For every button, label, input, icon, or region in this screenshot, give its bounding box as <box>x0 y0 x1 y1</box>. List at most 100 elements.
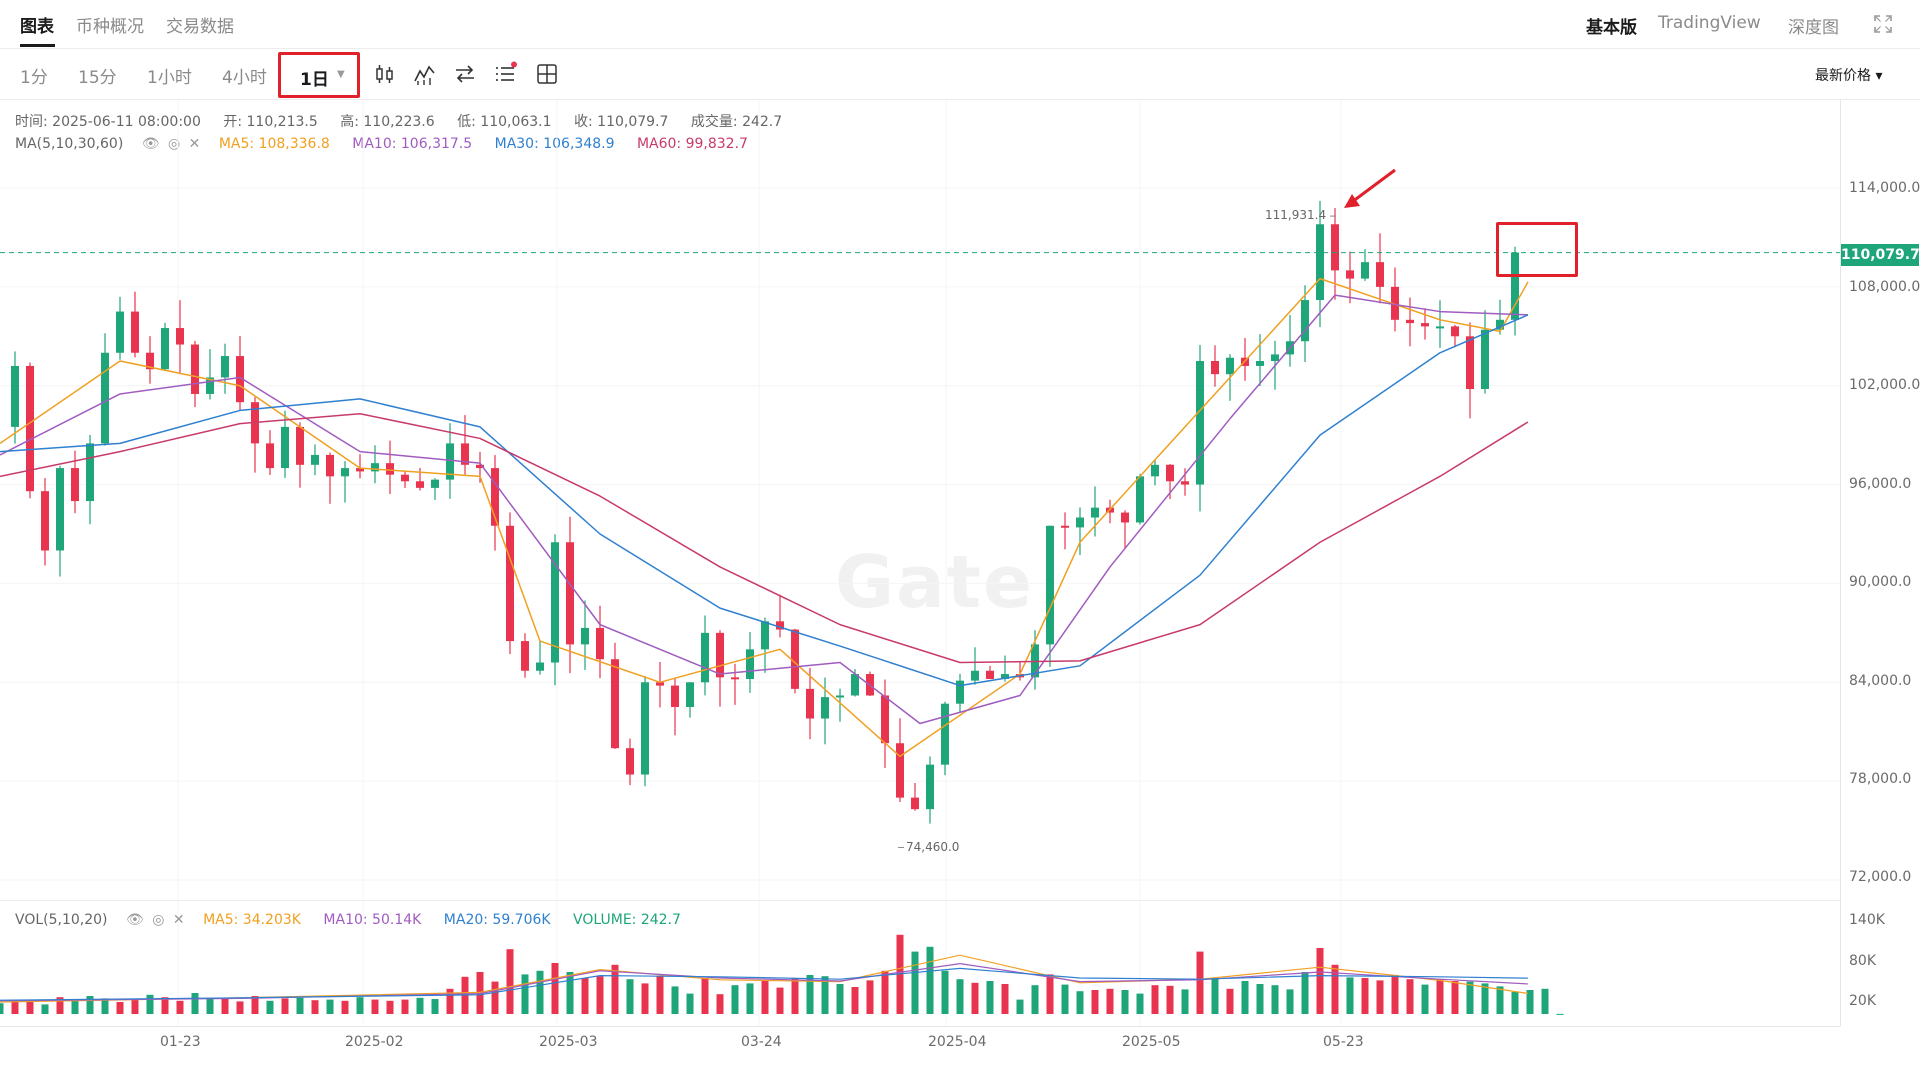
candle-body <box>776 621 784 630</box>
volume-bar <box>1031 985 1039 1014</box>
candlestick-type-icon[interactable] <box>372 61 398 87</box>
tab-chart[interactable]: 图表 <box>20 17 54 37</box>
volume-bar <box>221 998 229 1014</box>
candle-body <box>161 328 169 370</box>
volume-separator <box>0 900 1840 901</box>
version-tradingview[interactable]: TradingView <box>1658 13 1761 33</box>
ohlc-info: 时间: 2025-06-11 08:00:00 开: 110,213.5 高: … <box>15 111 782 131</box>
tab-trading-data[interactable]: 交易数据 <box>166 17 234 37</box>
time-value: 2025-06-11 08:00:00 <box>52 114 201 130</box>
volume-bar <box>386 1000 394 1014</box>
min-price-label: 74,460.0 <box>906 840 960 854</box>
candle-body <box>191 344 199 394</box>
candle-body <box>1001 674 1009 679</box>
volume-bar <box>1196 951 1204 1014</box>
volume-bar <box>356 997 364 1014</box>
candle-body <box>371 463 379 472</box>
tab-coin-overview[interactable]: 币种概况 <box>76 17 144 37</box>
candle-body <box>1406 319 1414 324</box>
fullscreen-icon[interactable] <box>1872 13 1894 35</box>
volume-bar <box>131 999 139 1014</box>
top-bar: 图表 币种概况 交易数据 基本版 TradingView 深度图 <box>0 0 1920 49</box>
candle-body <box>1451 326 1459 337</box>
volume-bar <box>686 993 694 1014</box>
volume-bar <box>1136 993 1144 1014</box>
volume-bar <box>641 983 649 1014</box>
candle-body <box>1061 525 1069 528</box>
candle-body <box>1511 252 1519 320</box>
candle-body <box>566 542 574 645</box>
candle-body <box>416 481 424 488</box>
volume-bar <box>1226 988 1234 1014</box>
volume-bar <box>1061 984 1069 1014</box>
y-tick-label: 84,000.0 <box>1849 673 1912 689</box>
candle-body <box>146 352 154 370</box>
volume-bar <box>311 1000 319 1014</box>
volume-bar <box>581 978 589 1014</box>
candle-body <box>626 748 634 775</box>
volume-bar <box>431 999 439 1014</box>
volume-bar <box>551 963 559 1014</box>
close-icon[interactable]: ✕ <box>172 912 185 928</box>
indicators-icon[interactable] <box>412 61 438 87</box>
annotation-highlight-box <box>1496 222 1578 277</box>
candle-body <box>1166 464 1174 482</box>
candle-body <box>1316 224 1324 301</box>
candle-body <box>881 695 889 744</box>
volume-bar <box>1076 991 1084 1014</box>
volume-bar <box>1361 978 1369 1014</box>
candle-body <box>1136 476 1144 523</box>
candle-body <box>896 743 904 798</box>
candle-body <box>236 356 244 403</box>
compare-swap-icon[interactable] <box>452 61 478 87</box>
template-icon[interactable] <box>534 61 560 87</box>
volume-ma5-line <box>0 954 1529 1003</box>
price-type-dropdown[interactable]: 最新价格 ▾ <box>1815 68 1883 84</box>
volume-bar <box>596 976 604 1014</box>
volume-bar <box>1436 979 1444 1014</box>
candle-body <box>761 621 769 650</box>
candle-body <box>266 443 274 469</box>
candle-body <box>1256 361 1264 366</box>
ma30-line <box>0 314 1529 687</box>
volume-bar <box>926 946 934 1014</box>
interval-1h[interactable]: 1小时 <box>147 68 192 88</box>
eye-icon[interactable]: 👁 <box>125 912 144 928</box>
interval-1d-dropdown[interactable]: 1日 ▼ <box>278 52 360 98</box>
version-depth-chart[interactable]: 深度图 <box>1788 18 1839 38</box>
settings-list-icon[interactable] <box>492 61 518 87</box>
candle-body <box>446 443 454 480</box>
watermark-logo: Gate <box>835 540 1034 624</box>
volume-bar <box>1331 964 1339 1014</box>
volume-bar <box>1166 985 1174 1014</box>
volume-bar <box>971 982 979 1014</box>
interval-4h[interactable]: 4小时 <box>222 68 267 88</box>
volume-bar <box>71 1000 79 1014</box>
volume-bar <box>821 976 829 1014</box>
candle-body <box>641 682 649 775</box>
volume-bar <box>761 981 769 1014</box>
candle-body <box>1046 525 1054 645</box>
interval-1m[interactable]: 1分 <box>20 68 48 88</box>
candle-body <box>401 474 409 482</box>
candle-body <box>56 468 64 551</box>
version-basic[interactable]: 基本版 <box>1586 18 1637 38</box>
chart-canvas[interactable] <box>0 100 1840 1026</box>
close-icon[interactable]: ✕ <box>188 136 201 152</box>
candle-body <box>521 641 529 671</box>
candle-body <box>1466 336 1474 390</box>
settings-icon[interactable]: ◎ <box>167 136 181 152</box>
candle-body <box>1376 262 1384 287</box>
low-label: 低: <box>457 114 476 130</box>
volume-bar <box>11 999 19 1014</box>
volume-bar <box>1241 981 1249 1014</box>
eye-icon[interactable]: 👁 <box>141 136 160 152</box>
volume-bar <box>26 1002 34 1014</box>
settings-icon[interactable]: ◎ <box>152 912 165 928</box>
y-tick-label: 90,000.0 <box>1849 574 1912 590</box>
interval-15m[interactable]: 15分 <box>78 68 117 88</box>
volume-bar <box>176 1000 184 1014</box>
candle-body <box>746 649 754 679</box>
volume-bar <box>521 974 529 1014</box>
close-label: 收: <box>574 114 593 130</box>
